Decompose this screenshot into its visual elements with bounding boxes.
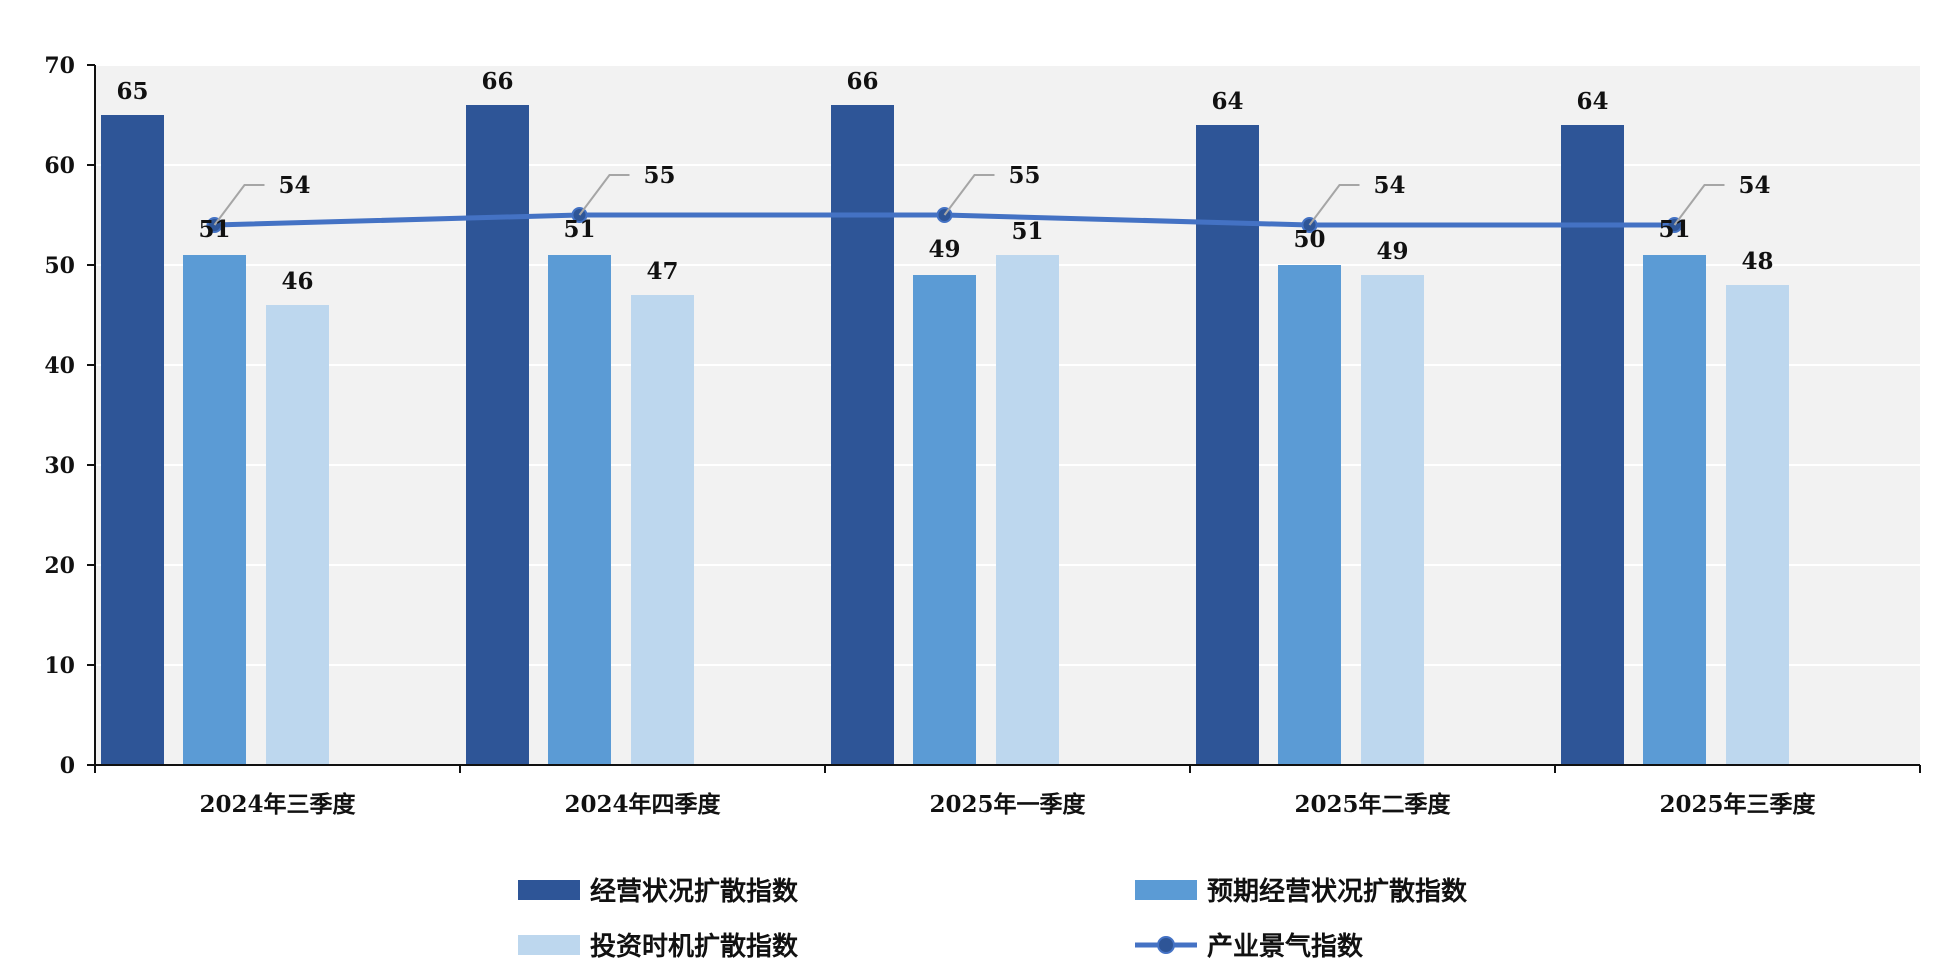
data-label: 66 — [846, 68, 878, 95]
data-label: 64 — [1211, 88, 1243, 115]
bar — [913, 275, 976, 765]
y-tick-label: 30 — [44, 453, 75, 479]
x-tick-label: 2025年二季度 — [1294, 791, 1451, 818]
axes — [87, 64, 1921, 773]
bars — [101, 105, 1789, 765]
legend-swatch — [518, 880, 580, 900]
legend-swatch — [1135, 880, 1197, 900]
data-label: 49 — [1376, 238, 1408, 265]
bar — [101, 115, 164, 765]
leader-line — [213, 184, 265, 226]
data-label: 50 — [1293, 226, 1325, 253]
leader-line — [943, 174, 995, 216]
y-tick-label: 0 — [60, 753, 75, 779]
data-label: 66 — [481, 68, 513, 95]
leader-line — [578, 174, 630, 216]
data-label: 64 — [1576, 88, 1608, 115]
bar — [631, 295, 694, 765]
data-label: 54 — [278, 172, 310, 199]
data-label: 54 — [1738, 172, 1770, 199]
bar — [1561, 125, 1624, 765]
legend-label: 预期经营状况扩散指数 — [1207, 876, 1468, 907]
data-labels: 65 66 66 64 64 51 51 49 50 51 46 47 51 49 48 54 55 55 54 54 — [116, 68, 1773, 295]
bar — [548, 255, 611, 765]
data-label: 55 — [1008, 162, 1040, 189]
data-label: 65 — [116, 78, 148, 105]
y-tick-labels: 0 10 20 30 40 50 60 70 — [44, 53, 75, 779]
x-tick-label: 2025年一季度 — [929, 791, 1086, 818]
data-label: 48 — [1741, 248, 1773, 275]
line-series — [206, 174, 1725, 233]
x-tick-label: 2024年三季度 — [199, 791, 356, 818]
bar — [1278, 265, 1341, 765]
y-tick-label: 20 — [44, 553, 75, 579]
x-tick-labels: 2024年三季度 2024年四季度 2025年一季度 2025年二季度 2025年三季度 — [199, 791, 1816, 818]
bar — [183, 255, 246, 765]
bar — [466, 105, 529, 765]
y-tick-label: 10 — [44, 653, 75, 679]
leader-line — [1308, 184, 1360, 226]
data-label: 51 — [198, 216, 230, 243]
data-label: 49 — [928, 236, 960, 263]
x-tick-label: 2024年四季度 — [564, 791, 721, 818]
bar — [996, 255, 1059, 765]
data-label: 46 — [281, 268, 313, 295]
legend-label: 投资时机扩散指数 — [590, 932, 799, 962]
bar — [1643, 255, 1706, 765]
y-tick-label: 60 — [44, 153, 75, 179]
legend-label: 产业景气指数 — [1207, 931, 1364, 962]
legend-swatch — [518, 935, 580, 955]
bar — [1726, 285, 1789, 765]
data-label: 55 — [643, 162, 675, 189]
y-tick-label: 70 — [44, 53, 75, 79]
x-tick-label: 2025年三季度 — [1659, 791, 1816, 818]
bar — [1361, 275, 1424, 765]
leader-line — [1673, 184, 1725, 226]
bar — [1196, 125, 1259, 765]
bar — [266, 305, 329, 765]
data-label: 51 — [1658, 216, 1690, 243]
legend-label: 经营状况扩散指数 — [590, 876, 799, 907]
y-tick-label: 50 — [44, 253, 75, 279]
bar — [831, 105, 894, 765]
y-tick-label: 40 — [44, 353, 75, 379]
legend-marker — [1157, 936, 1175, 954]
data-label: 54 — [1373, 172, 1405, 199]
data-label: 47 — [646, 258, 678, 285]
data-label: 51 — [563, 216, 595, 243]
data-label: 51 — [1011, 218, 1043, 245]
